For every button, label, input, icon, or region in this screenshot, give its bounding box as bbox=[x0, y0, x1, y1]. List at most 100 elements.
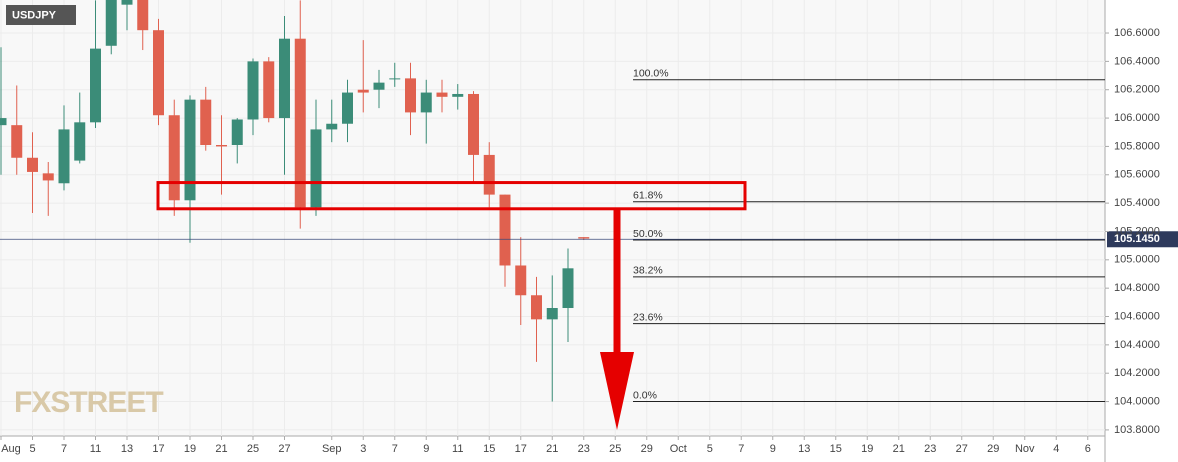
candle-body bbox=[294, 38, 306, 208]
candle-body bbox=[153, 30, 164, 116]
x-tick-label: 13 bbox=[798, 443, 810, 455]
x-tick-label: 25 bbox=[247, 443, 259, 455]
y-tick-label: 105.0000 bbox=[1114, 254, 1160, 266]
candle-body bbox=[515, 265, 527, 296]
y-tick-label: 106.0000 bbox=[1114, 112, 1160, 124]
title-box bbox=[6, 5, 76, 25]
last-price-label: 105.1450 bbox=[1114, 233, 1160, 245]
candle-body bbox=[389, 78, 401, 80]
candle-body bbox=[137, 0, 149, 31]
candle-body bbox=[420, 92, 432, 113]
x-tick-label: 5 bbox=[29, 443, 35, 455]
arrow-head bbox=[600, 352, 634, 430]
y-tick-label: 106.2000 bbox=[1114, 84, 1160, 96]
y-tick-label: 105.6000 bbox=[1114, 169, 1160, 181]
candle-body bbox=[357, 89, 369, 93]
y-tick-label: 105.4000 bbox=[1114, 197, 1160, 209]
candle-body bbox=[27, 157, 38, 172]
candle-body bbox=[310, 129, 322, 208]
candle-body bbox=[279, 38, 290, 119]
candle-body bbox=[263, 61, 275, 119]
x-tick-label: 11 bbox=[452, 443, 463, 455]
candle-body bbox=[531, 295, 542, 320]
x-tick-label: 23 bbox=[924, 443, 936, 455]
candle-body bbox=[42, 173, 54, 181]
y-tick-label: 104.6000 bbox=[1114, 310, 1160, 322]
watermark: FXSTREET bbox=[14, 386, 163, 419]
y-tick-label: 104.0000 bbox=[1114, 395, 1160, 407]
candle-body bbox=[0, 118, 7, 126]
candle-body bbox=[11, 125, 23, 158]
y-tick-label: 104.4000 bbox=[1114, 339, 1160, 351]
candle-body bbox=[452, 93, 464, 97]
x-tick-label: 27 bbox=[278, 443, 290, 455]
candle-body bbox=[184, 99, 196, 201]
x-tick-label: 21 bbox=[546, 443, 558, 455]
fib-label: 0.0% bbox=[633, 389, 657, 401]
zone-box bbox=[156, 181, 747, 211]
y-tick-label: 105.2000 bbox=[1114, 225, 1160, 237]
x-tick-label: 21 bbox=[893, 443, 905, 455]
candle-body bbox=[436, 92, 448, 97]
candle-body bbox=[562, 268, 574, 309]
candle-body bbox=[405, 78, 416, 113]
candle-body bbox=[200, 99, 212, 146]
candle-body bbox=[121, 0, 133, 5]
x-tick-label: 5 bbox=[707, 443, 713, 455]
candle-body bbox=[373, 82, 385, 90]
y-tick-label: 104.2000 bbox=[1114, 367, 1160, 379]
candle-body bbox=[247, 61, 259, 120]
x-tick-label: Oct bbox=[670, 443, 687, 455]
x-tick-label: 9 bbox=[770, 443, 776, 455]
x-tick-label: 25 bbox=[609, 443, 621, 455]
x-tick-label: 6 bbox=[1085, 443, 1091, 455]
x-tick-label: 17 bbox=[515, 443, 527, 455]
candle-body bbox=[168, 115, 180, 201]
fib-label: 100.0% bbox=[633, 68, 669, 80]
x-tick-label: 19 bbox=[184, 443, 196, 455]
candle-body bbox=[578, 237, 590, 239]
candle-body bbox=[216, 145, 227, 147]
x-tick-label: 13 bbox=[121, 443, 133, 455]
x-tick-label: 3 bbox=[360, 443, 366, 455]
candle-body bbox=[468, 93, 479, 155]
chart-title: USDJPY bbox=[12, 9, 57, 21]
candle-body bbox=[74, 122, 86, 161]
x-tick-label: 19 bbox=[861, 443, 873, 455]
fib-label: 50.0% bbox=[633, 228, 663, 240]
x-tick-label: 7 bbox=[738, 443, 744, 455]
x-tick-label: 15 bbox=[830, 443, 842, 455]
x-tick-label: 9 bbox=[423, 443, 429, 455]
x-tick-label: 29 bbox=[641, 443, 653, 455]
x-tick-label: 7 bbox=[392, 443, 398, 455]
x-tick-label: 29 bbox=[987, 443, 999, 455]
candle-body bbox=[58, 129, 70, 184]
y-tick-label: 104.8000 bbox=[1114, 282, 1160, 294]
x-tick-label: 21 bbox=[215, 443, 227, 455]
candle-body bbox=[231, 119, 243, 146]
x-tick-label: 7 bbox=[61, 443, 67, 455]
candle-body bbox=[483, 154, 495, 195]
x-tick-label: 15 bbox=[483, 443, 495, 455]
x-tick-label: 4 bbox=[1053, 443, 1059, 455]
candle-body bbox=[326, 123, 338, 130]
fib-label: 61.8% bbox=[633, 189, 663, 201]
candle-body bbox=[105, 0, 117, 46]
overlay: 100.0% 61.8% 50.0% 38.2% 23.6% 0.0% 105.1450 bbox=[0, 68, 1178, 430]
candle-body bbox=[499, 194, 511, 266]
y-tick-label: 106.6000 bbox=[1114, 27, 1160, 39]
marks bbox=[0, 0, 590, 402]
x-tick-label: Aug bbox=[1, 443, 21, 455]
x-tick-label: 11 bbox=[90, 443, 101, 455]
candle-body bbox=[90, 48, 101, 123]
candle-body bbox=[342, 92, 353, 124]
y-tick-label: 105.8000 bbox=[1114, 140, 1160, 152]
x-tick-label: 27 bbox=[956, 443, 968, 455]
x-tick-label: Sep bbox=[322, 443, 342, 455]
x-tick-label: 17 bbox=[152, 443, 164, 455]
y-tick-label: 103.8000 bbox=[1114, 424, 1160, 436]
fib-label: 38.2% bbox=[633, 265, 663, 277]
x-tick-label: 23 bbox=[578, 443, 590, 455]
last-price-tag bbox=[1107, 231, 1178, 248]
